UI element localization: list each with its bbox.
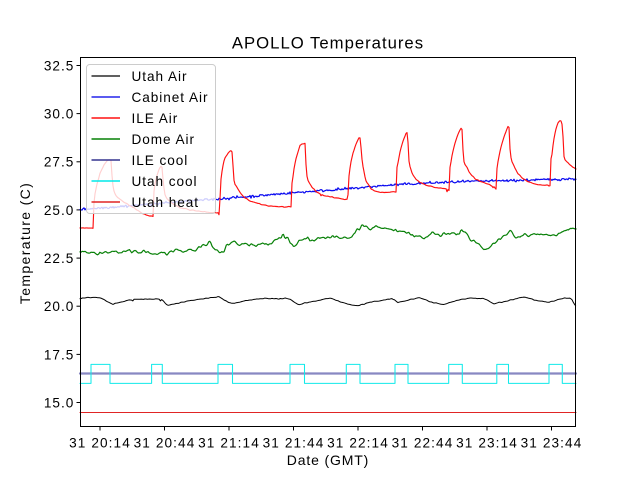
svg-text:31 22:44: 31 22:44 [392, 435, 454, 450]
svg-text:30.0: 30.0 [44, 107, 74, 122]
svg-text:15.0: 15.0 [44, 395, 74, 410]
svg-text:20.0: 20.0 [44, 299, 74, 314]
svg-text:31 21:14: 31 21:14 [198, 435, 260, 450]
svg-text:Utah cool: Utah cool [132, 174, 198, 189]
svg-text:25.0: 25.0 [44, 203, 74, 218]
svg-text:Temperature (C): Temperature (C) [17, 182, 33, 304]
svg-text:27.5: 27.5 [44, 155, 74, 170]
svg-text:31 20:14: 31 20:14 [69, 435, 131, 450]
svg-text:Cabinet Air: Cabinet Air [132, 90, 209, 105]
svg-text:17.5: 17.5 [44, 347, 74, 362]
svg-text:31 21:44: 31 21:44 [263, 435, 325, 450]
svg-text:Dome Air: Dome Air [132, 132, 196, 147]
svg-text:31 22:14: 31 22:14 [327, 435, 389, 450]
svg-text:Date (GMT): Date (GMT) [287, 452, 369, 468]
svg-text:31 23:14: 31 23:14 [456, 435, 518, 450]
svg-text:31 23:44: 31 23:44 [521, 435, 583, 450]
svg-text:Utah Air: Utah Air [132, 69, 188, 84]
svg-text:ILE Air: ILE Air [132, 111, 179, 126]
svg-text:Utah heat: Utah heat [132, 195, 200, 210]
svg-text:31 20:44: 31 20:44 [134, 435, 196, 450]
svg-text:22.5: 22.5 [44, 251, 74, 266]
svg-text:ILE cool: ILE cool [132, 153, 189, 168]
svg-text:APOLLO Temperatures: APOLLO Temperatures [232, 34, 424, 53]
svg-text:32.5: 32.5 [44, 58, 74, 73]
